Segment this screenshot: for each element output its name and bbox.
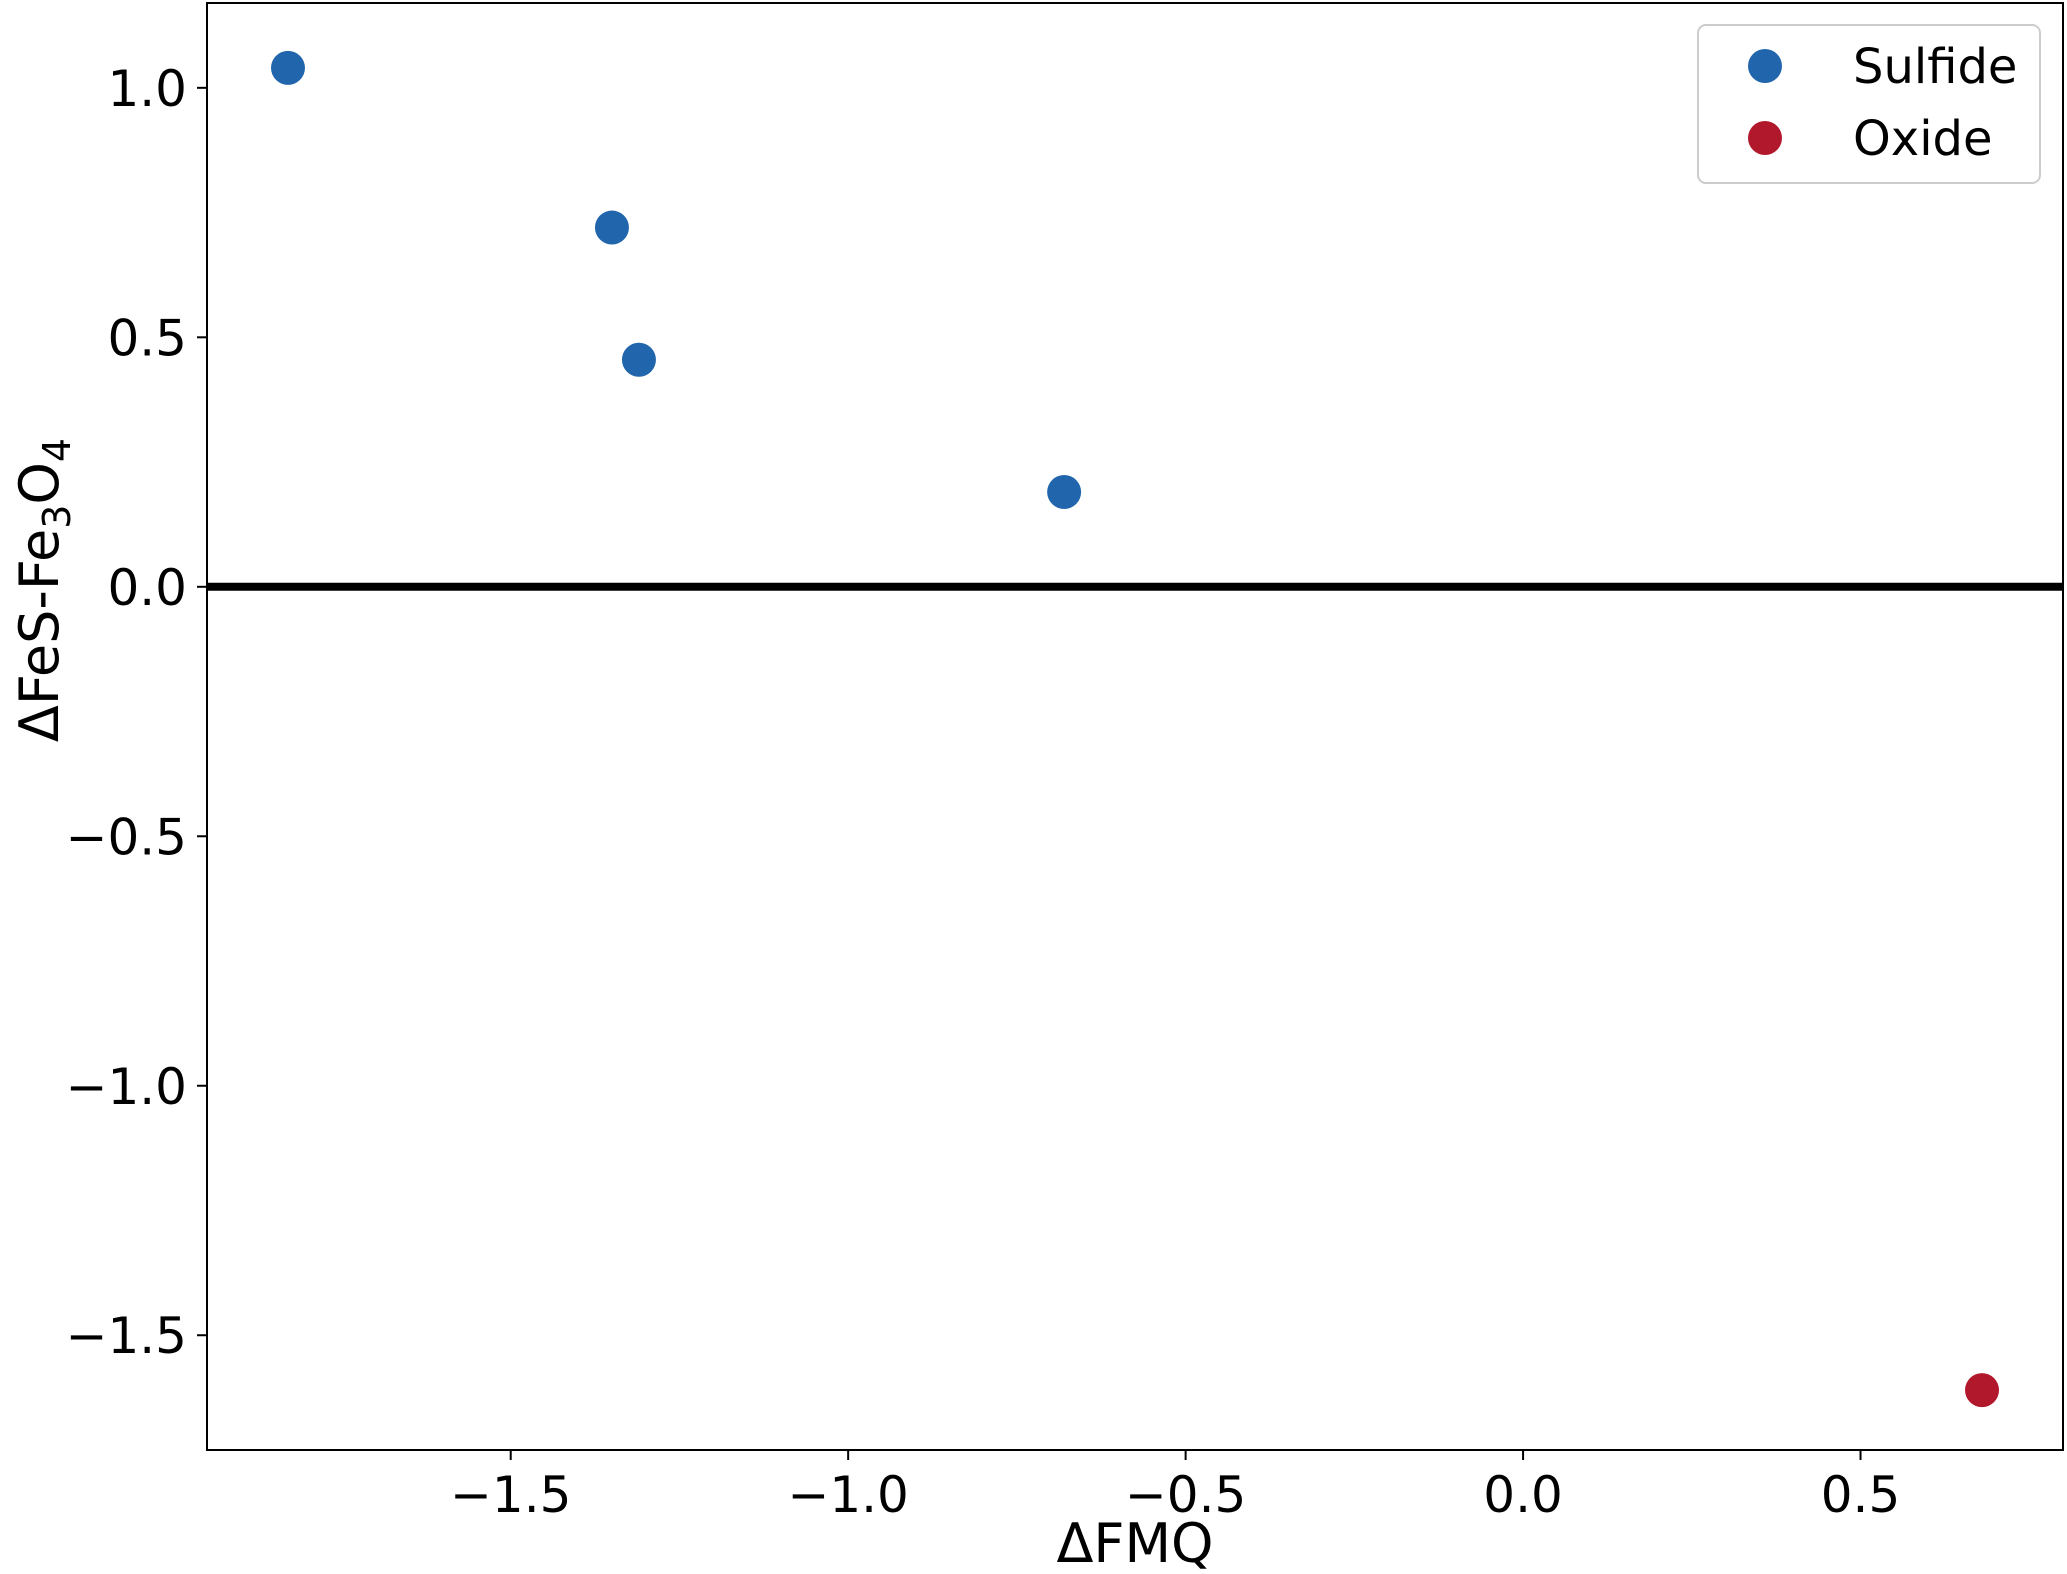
y-axis-label-mid: O [8,462,71,505]
y-axis-label-sub1: 3 [35,505,79,529]
oxide-point [1965,1373,2000,1408]
x-tick-label: −0.5 [1125,1466,1246,1524]
y-tick-label: −1.0 [66,1058,187,1116]
legend-box [1697,24,2041,184]
y-axis: 1.0 0.5 0.0 −0.5 −1.0 −1.5 [66,60,207,1365]
sulfide-point [1047,474,1082,509]
sulfide-point [594,210,629,245]
legend: Sulfide Oxide [1697,24,2041,184]
x-axis-label: ΔFMQ [1056,1512,1213,1574]
y-tick-label: 0.5 [107,309,187,367]
x-tick-label: 0.0 [1483,1466,1563,1524]
y-axis-label-sub2: 4 [35,438,79,462]
x-axis: −1.5 −1.0 −0.5 0.0 0.5 [450,1450,1900,1524]
x-tick-label: −1.0 [787,1466,908,1524]
y-axis-label-prefix: ΔFeS-Fe [8,529,71,742]
sulfide-point [621,342,656,377]
y-tick-label: −1.5 [66,1307,187,1365]
plot-frame [206,2,2064,1451]
x-tick-label: 0.5 [1821,1466,1901,1524]
y-axis-label: ΔFeS-Fe3O4 [8,438,79,742]
x-tick-label: −1.5 [450,1466,571,1524]
sulfide-point [270,50,305,85]
y-tick-label: 0.0 [107,559,187,617]
legend-label-sulfide: Sulfide [1853,39,2017,95]
y-tick-label: 1.0 [107,60,187,118]
plot-marks [206,2,2064,1451]
legend-marker-oxide [1748,121,1782,155]
legend-label-oxide: Oxide [1853,111,1993,167]
legend-marker-sulfide [1748,49,1782,83]
y-tick-label: −0.5 [66,808,187,866]
